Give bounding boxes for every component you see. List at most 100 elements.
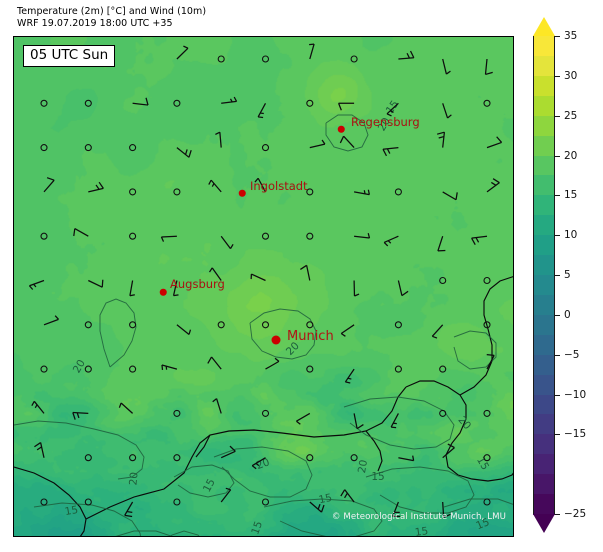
calm-wind-symbol [129, 454, 137, 462]
map-overlay-vectors: 2020202020202015151515151515151515 [14, 43, 513, 537]
colorbar-tick [555, 115, 560, 117]
colorbar-tick [555, 36, 560, 37]
temperature-contour [365, 466, 475, 514]
colorbar-tick [555, 275, 560, 276]
wind-barb [176, 147, 192, 158]
wind-barb [73, 228, 89, 237]
colorbar-tick [555, 434, 560, 436]
contour-label: 15 [318, 492, 334, 507]
calm-wind-symbol [306, 232, 314, 240]
colorbar-tick [555, 354, 560, 356]
figure-title-block: Temperature (2m) [°C] and Wind (10m) WRF… [17, 6, 206, 29]
calm-wind-symbol [40, 99, 48, 107]
wind-barb [486, 353, 495, 370]
wind-barb [220, 235, 234, 249]
wind-barb [442, 191, 458, 201]
temperature-contour [263, 498, 383, 536]
calm-wind-symbol [84, 144, 92, 152]
calm-wind-symbol [84, 321, 92, 329]
wind-barb [296, 412, 311, 425]
city-marker-ingolstadt[interactable]: Ingolstadt [14, 37, 513, 536]
colorbar-tick [555, 75, 560, 77]
calm-wind-symbol [217, 55, 225, 63]
wind-barb [250, 273, 266, 282]
colorbar-segment [533, 314, 555, 336]
city-dot [337, 125, 345, 133]
calm-wind-symbol [350, 55, 358, 63]
wind-barb [300, 264, 311, 281]
colorbar-segment [533, 374, 555, 396]
city-marker-augsburg[interactable]: Augsburg [14, 37, 513, 536]
wind-barb [254, 177, 267, 193]
temperature-colorbar[interactable]: 35 30 25 20 15 10 5 0 −5 −10 −15 −25 [533, 17, 586, 533]
political-border [405, 380, 513, 482]
calm-wind-symbol [439, 409, 447, 417]
colorbar-segment [533, 255, 555, 276]
temperature-contour [14, 420, 145, 480]
temperature-contour [443, 498, 513, 508]
contour-label: 20 [127, 472, 140, 486]
wind-barb [160, 235, 177, 242]
colorbar-segment [533, 474, 555, 495]
wind-barb [221, 96, 238, 104]
calm-wind-symbol [483, 454, 491, 462]
colorbar-tick-label: 0 [564, 308, 571, 321]
calm-wind-symbol [306, 99, 314, 107]
calm-wind-symbol [483, 321, 491, 329]
wind-barb [72, 411, 89, 420]
colorbar-segment [533, 354, 555, 376]
wind-barb [215, 131, 222, 148]
calm-wind-symbol [394, 188, 402, 196]
calm-wind-symbol [394, 321, 402, 329]
wind-barb [442, 501, 451, 519]
colorbar-gradient [533, 36, 555, 515]
wind-barb [88, 279, 104, 288]
wind-barb [176, 45, 189, 60]
wind-barb [486, 136, 503, 149]
calm-wind-symbol [129, 232, 137, 240]
colorbar-segment [533, 434, 555, 455]
wind-barb [208, 179, 222, 193]
wind-barb [442, 103, 452, 119]
city-marker-munich[interactable]: Munich [14, 37, 513, 536]
calm-wind-symbol [261, 498, 270, 506]
calm-wind-symbol [261, 144, 270, 152]
city-label: Ingolstadt [250, 179, 308, 193]
temperature-contour [453, 330, 497, 370]
calm-wind-symbol [40, 498, 48, 506]
map-panel[interactable]: 2020202020202015151515151515151515 05 UT… [13, 36, 514, 537]
wind-barb [354, 233, 371, 239]
colorbar-segment [533, 394, 555, 416]
colorbar-tick [555, 314, 560, 316]
wind-barb [340, 324, 355, 337]
city-label: Augsburg [170, 277, 225, 291]
wind-barb [397, 280, 409, 297]
colorbar-segment [533, 235, 555, 256]
wind-barb [309, 501, 325, 513]
wind-barb [353, 189, 370, 196]
colorbar-segment [533, 155, 555, 177]
city-marker-regensburg[interactable]: Regensburg [14, 37, 513, 536]
contour-label: 15 [249, 520, 265, 537]
contour-label: 15 [64, 504, 79, 518]
wind-barb [437, 131, 446, 148]
political-border [195, 434, 211, 458]
political-border [85, 386, 407, 520]
wind-barb [353, 280, 360, 297]
calm-wind-symbol [84, 498, 92, 506]
wind-barb [309, 139, 326, 149]
colorbar-segment [533, 55, 555, 77]
colorbar-tick-label: 25 [564, 109, 578, 122]
calm-wind-symbol [261, 409, 270, 417]
calm-wind-symbol [129, 144, 137, 152]
wind-barb [398, 455, 415, 462]
wind-barb [251, 457, 266, 470]
title-line-model-run: WRF 19.07.2019 18:00 UTC +35 [17, 17, 173, 29]
city-label: Regensburg [351, 115, 420, 129]
colorbar-tick-label: 35 [564, 30, 578, 42]
city-marker-innsbruck[interactable]: Innsbruck [14, 37, 513, 536]
contour-label: 15 [371, 471, 384, 483]
wind-barb [220, 487, 232, 503]
colorbar-segment [533, 195, 555, 216]
calm-wind-symbol [439, 365, 447, 373]
